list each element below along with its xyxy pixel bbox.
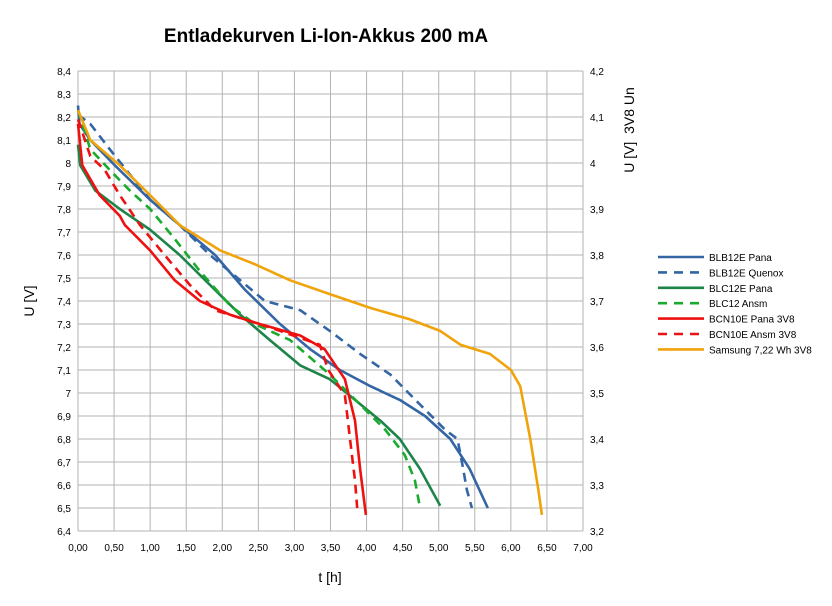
x-tick-label: 1,50	[176, 543, 196, 554]
y2-tick-label: 3,6	[590, 343, 604, 354]
y2-tick-label: 3,3	[590, 481, 604, 492]
chart-title: Entladekurven Li-Ion-Akkus 200 mA	[164, 26, 488, 47]
y-tick-label: 6,6	[57, 481, 71, 492]
y-tick-label: 6,9	[57, 412, 71, 423]
x-tick-label: 2,50	[249, 543, 269, 554]
x-tick-label: 0,50	[104, 543, 124, 554]
y-tick-label: 7,9	[57, 182, 71, 193]
y2-axis-label: U [V] 3V8 Un	[621, 87, 637, 173]
y-tick-label: 8,1	[57, 136, 71, 147]
x-tick-label: 6,50	[537, 543, 557, 554]
x-axis-label: t [h]	[318, 569, 341, 585]
x-tick-label: 2,00	[213, 543, 233, 554]
y-tick-label: 6,4	[57, 527, 71, 538]
y-axis-label: U [V]	[21, 285, 37, 316]
y-tick-label: 6,8	[57, 435, 71, 446]
y2-tick-label: 3,8	[590, 251, 604, 262]
series-lines	[76, 105, 544, 516]
series-line	[76, 123, 368, 516]
series-line	[76, 118, 359, 509]
y-tick-label: 7,3	[57, 320, 71, 331]
y2-tick-label: 3,5	[590, 389, 604, 400]
y-tick-label: 7,8	[57, 205, 71, 216]
series-line	[77, 113, 474, 509]
y-tick-label: 7,7	[57, 228, 71, 239]
y-tick-label: 7,1	[57, 366, 71, 377]
tick-labels: 0,00 0,50 1,00 1,50 2,00 2,50 3,00 3,50 4,00 4,50…	[57, 67, 604, 554]
x-tick-label: 1,00	[140, 543, 160, 554]
legend-label: Samsung 7,22 Wh 3V8	[709, 345, 812, 356]
x-tick-label: 5,00	[429, 543, 449, 554]
y2-tick-label: 3,2	[590, 527, 604, 538]
x-tick-label: 4,00	[357, 543, 377, 554]
series-line	[76, 144, 442, 507]
y2-tick-label: 4	[590, 159, 596, 170]
y-tick-label: 6,7	[57, 458, 71, 469]
x-tick-label: 0,00	[68, 543, 88, 554]
y-tick-label: 8,4	[57, 67, 71, 78]
grid	[77, 70, 584, 532]
y2-tick-label: 4,2	[590, 67, 604, 78]
legend: BLB12E Pana BLB12E Quenox BLC12E Pana BLC12…	[658, 253, 812, 356]
x-tick-label: 3,50	[321, 543, 341, 554]
y2-tick-label: 3,9	[590, 205, 604, 216]
legend-label: BCN10E Ansm 3V8	[709, 330, 797, 341]
x-tick-label: 5,50	[465, 543, 485, 554]
legend-label: BLB12E Quenox	[709, 268, 784, 279]
y2-tick-label: 3,7	[590, 297, 604, 308]
y-tick-label: 8,3	[57, 90, 71, 101]
y-tick-label: 8	[65, 159, 71, 170]
x-tick-label: 3,00	[285, 543, 305, 554]
x-tick-label: 4,50	[393, 543, 413, 554]
legend-label: BLC12E Pana	[709, 284, 773, 295]
y-tick-label: 7,6	[57, 251, 71, 262]
x-tick-label: 6,00	[501, 543, 521, 554]
series-line	[76, 105, 489, 509]
y2-tick-label: 4,1	[590, 113, 604, 124]
y-tick-label: 6,5	[57, 504, 71, 515]
y-tick-label: 7	[65, 389, 71, 400]
y-tick-label: 7,2	[57, 343, 71, 354]
legend-label: BCN10E Pana 3V8	[709, 315, 795, 326]
y-tick-label: 7,5	[57, 274, 71, 285]
y-tick-label: 7,4	[57, 297, 71, 308]
series-line	[76, 109, 544, 516]
y-tick-label: 8,2	[57, 113, 71, 124]
legend-label: BLB12E Pana	[709, 253, 772, 264]
x-tick-label: 7,00	[573, 543, 593, 554]
series-line	[76, 109, 421, 504]
legend-label: BLC12 Ansm	[709, 299, 767, 310]
y2-tick-label: 3,4	[590, 435, 604, 446]
